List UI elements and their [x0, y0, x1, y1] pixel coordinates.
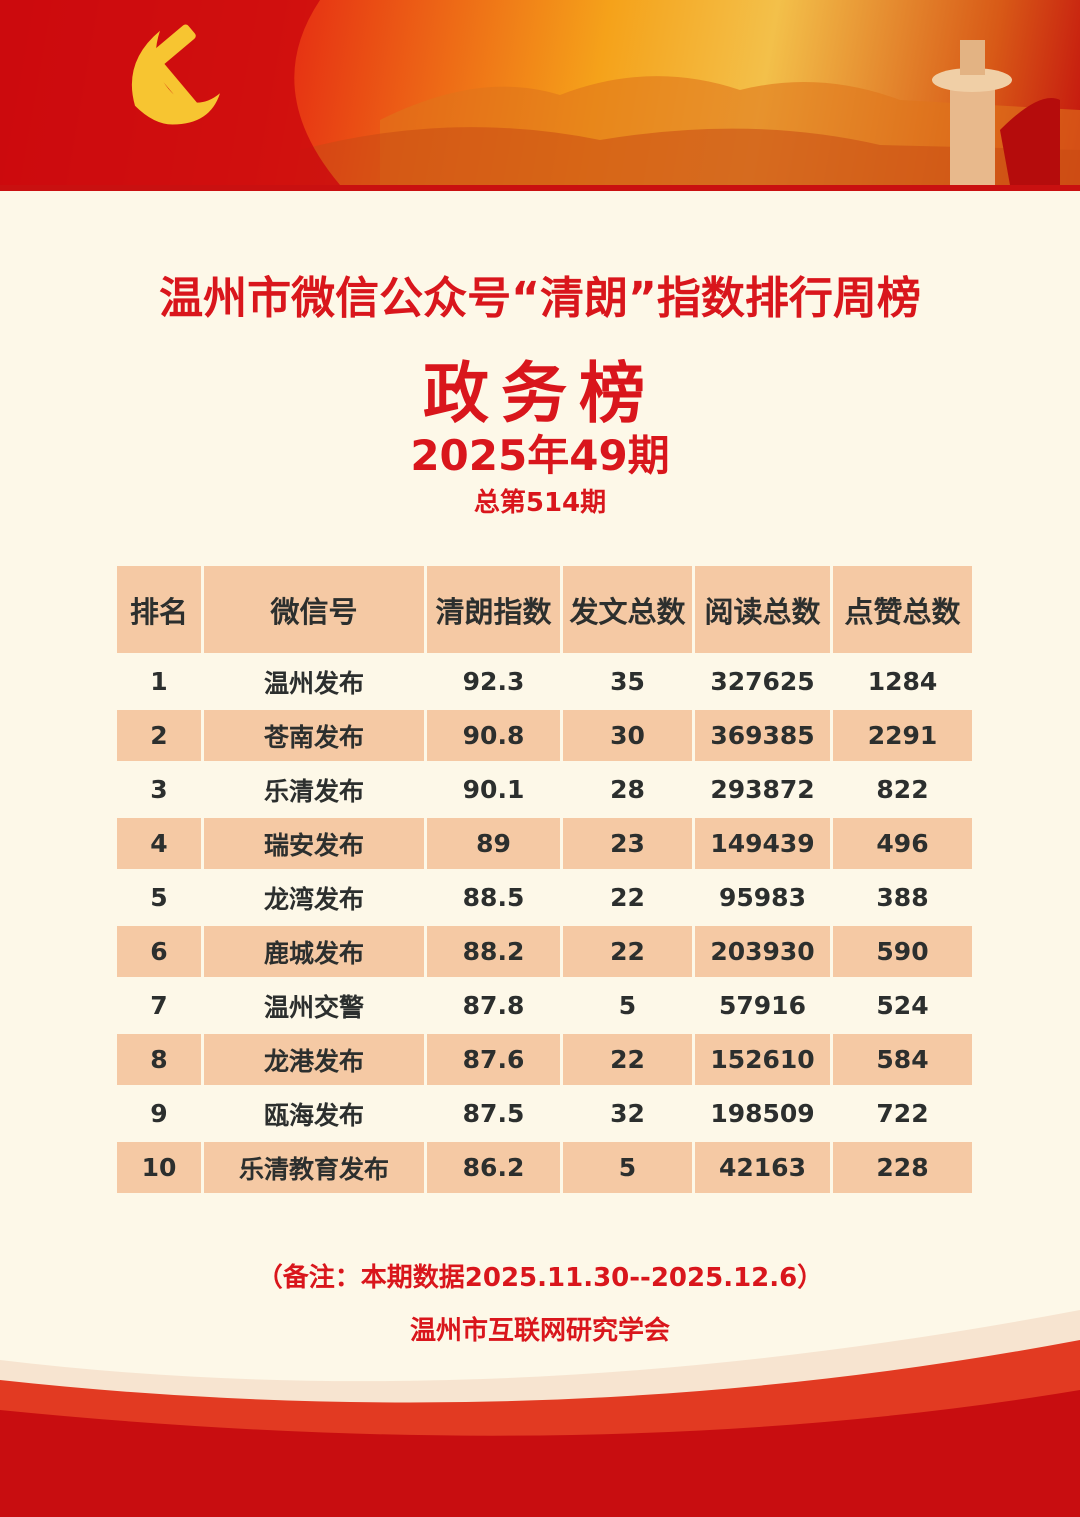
table-cell: 瓯海发布 — [204, 1088, 424, 1139]
table-cell: 5 — [563, 980, 692, 1031]
table-cell: 203930 — [695, 926, 830, 977]
table-cell: 92.3 — [427, 656, 560, 707]
table-cell: 822 — [833, 764, 972, 815]
table-cell: 10 — [117, 1142, 201, 1193]
huabiao-pillar-icon — [932, 40, 1060, 185]
table-cell: 22 — [563, 1034, 692, 1085]
table-cell: 22 — [563, 926, 692, 977]
table-cell: 8 — [117, 1034, 201, 1085]
table-cell: 龙港发布 — [204, 1034, 424, 1085]
table-cell: 7 — [117, 980, 201, 1031]
table-cell: 584 — [833, 1034, 972, 1085]
table-cell: 87.8 — [427, 980, 560, 1031]
table-cell: 228 — [833, 1142, 972, 1193]
table-cell: 89 — [427, 818, 560, 869]
party-emblem-icon — [131, 24, 220, 125]
table-row: 7 温州交警 87.8 5 57916 524 — [117, 980, 972, 1031]
table-row: 10 乐清教育发布 86.2 5 42163 228 — [117, 1142, 972, 1193]
table-cell: 152610 — [695, 1034, 830, 1085]
table-cell: 4 — [117, 818, 201, 869]
table-cell: 23 — [563, 818, 692, 869]
table-cell: 32 — [563, 1088, 692, 1139]
table-cell: 524 — [833, 980, 972, 1031]
table-row: 1 温州发布 92.3 35 327625 1284 — [117, 656, 972, 707]
table-cell: 2 — [117, 710, 201, 761]
table-row: 5 龙湾发布 88.5 22 95983 388 — [117, 872, 972, 923]
table-cell: 722 — [833, 1088, 972, 1139]
page-subtitle: 政务榜 — [423, 355, 657, 432]
table-cell: 86.2 — [427, 1142, 560, 1193]
table-cell: 327625 — [695, 656, 830, 707]
table-cell: 温州交警 — [204, 980, 424, 1031]
table-cell: 6 — [117, 926, 201, 977]
table-cell: 30 — [563, 710, 692, 761]
table-cell: 乐清发布 — [204, 764, 424, 815]
table-cell: 2291 — [833, 710, 972, 761]
page-title: 温州市微信公众号“清朗”指数排行周榜 — [159, 273, 921, 324]
table-cell: 590 — [833, 926, 972, 977]
organization-name: 温州市互联网研究学会 — [409, 1316, 670, 1346]
table-row: 8 龙港发布 87.6 22 152610 584 — [117, 1034, 972, 1085]
column-header: 微信号 — [204, 566, 424, 653]
table-cell: 乐清教育发布 — [204, 1142, 424, 1193]
top-banner — [0, 0, 1080, 185]
table-cell: 1284 — [833, 656, 972, 707]
table-row: 2 苍南发布 90.8 30 369385 2291 — [117, 710, 972, 761]
table-cell: 1 — [117, 656, 201, 707]
column-header: 阅读总数 — [695, 566, 830, 653]
table-header-row: 排名 微信号 清朗指数 发文总数 阅读总数 点赞总数 — [117, 566, 972, 653]
table-cell: 57916 — [695, 980, 830, 1031]
table-cell: 龙湾发布 — [204, 872, 424, 923]
table-cell: 90.8 — [427, 710, 560, 761]
column-header: 点赞总数 — [833, 566, 972, 653]
column-header: 发文总数 — [563, 566, 692, 653]
issue-number: 2025年49期 — [410, 431, 670, 480]
banner-divider — [0, 185, 1080, 191]
table-cell: 鹿城发布 — [204, 926, 424, 977]
table-cell: 88.2 — [427, 926, 560, 977]
table-cell: 35 — [563, 656, 692, 707]
table-cell: 369385 — [695, 710, 830, 761]
footer-decoration — [0, 1310, 1080, 1517]
table-cell: 95983 — [695, 872, 830, 923]
table-row: 6 鹿城发布 88.2 22 203930 590 — [117, 926, 972, 977]
table-cell: 87.5 — [427, 1088, 560, 1139]
table-row: 3 乐清发布 90.1 28 293872 822 — [117, 764, 972, 815]
table-cell: 149439 — [695, 818, 830, 869]
table-cell: 5 — [117, 872, 201, 923]
table-cell: 198509 — [695, 1088, 830, 1139]
table-cell: 3 — [117, 764, 201, 815]
table-cell: 瑞安发布 — [204, 818, 424, 869]
table-cell: 28 — [563, 764, 692, 815]
table-row: 9 瓯海发布 87.5 32 198509 722 — [117, 1088, 972, 1139]
table-cell: 293872 — [695, 764, 830, 815]
table-cell: 87.6 — [427, 1034, 560, 1085]
table-cell: 388 — [833, 872, 972, 923]
table-cell: 9 — [117, 1088, 201, 1139]
data-period-note: （备注：本期数据2025.11.30--2025.12.6） — [256, 1263, 824, 1293]
ranking-table: 排名 微信号 清朗指数 发文总数 阅读总数 点赞总数 1 温州发布 92.3 35 327625 1… — [114, 563, 975, 1196]
column-header: 排名 — [117, 566, 201, 653]
table-cell: 88.5 — [427, 872, 560, 923]
table-cell: 苍南发布 — [204, 710, 424, 761]
column-header: 清朗指数 — [427, 566, 560, 653]
table-cell: 22 — [563, 872, 692, 923]
table-cell: 90.1 — [427, 764, 560, 815]
total-issue-number: 总第514期 — [473, 488, 607, 518]
table-cell: 温州发布 — [204, 656, 424, 707]
table-cell: 42163 — [695, 1142, 830, 1193]
table-cell: 5 — [563, 1142, 692, 1193]
table-row: 4 瑞安发布 89 23 149439 496 — [117, 818, 972, 869]
table-cell: 496 — [833, 818, 972, 869]
